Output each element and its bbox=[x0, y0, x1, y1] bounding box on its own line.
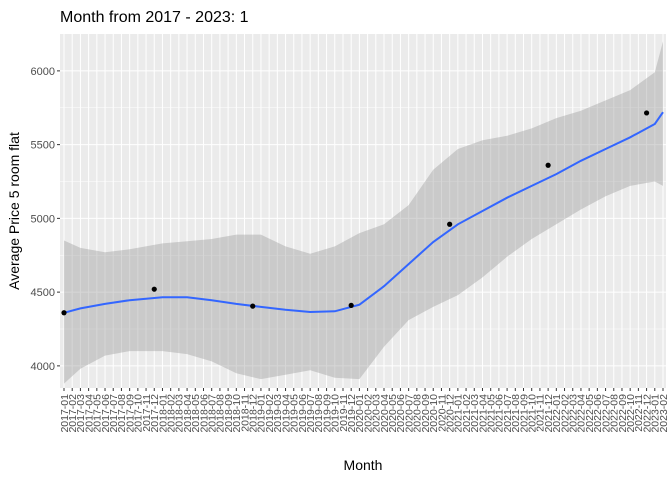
x-tick-label: 2018-06 bbox=[198, 394, 210, 433]
data-point bbox=[447, 221, 453, 227]
x-tick-label: 2021-11 bbox=[535, 394, 547, 432]
x-tick-label: 2017-11 bbox=[141, 394, 153, 432]
x-tick-label: 2020-08 bbox=[412, 394, 424, 433]
x-tick-label: 2018-05 bbox=[190, 394, 202, 433]
x-tick-label: 2022-07 bbox=[600, 394, 612, 433]
x-tick-label: 2022-04 bbox=[576, 394, 588, 433]
y-axis: 4000 4500 5000 5500 6000 bbox=[31, 66, 60, 373]
x-tick-label: 2019-07 bbox=[305, 394, 317, 433]
x-tick-label: 2020-06 bbox=[395, 394, 407, 433]
x-tick-label: 2019-04 bbox=[280, 394, 292, 433]
x-tick-label: 2022-05 bbox=[584, 394, 596, 433]
x-tick-label: 2018-07 bbox=[207, 394, 219, 433]
x-tick-label: 2018-02 bbox=[166, 394, 178, 433]
x-tick-label: 2021-08 bbox=[510, 394, 522, 433]
x-tick-label: 2020-12 bbox=[445, 394, 457, 433]
x-tick-label: 2020-03 bbox=[371, 394, 383, 433]
x-tick-label: 2017-03 bbox=[75, 394, 87, 433]
x-tick-label: 2019-06 bbox=[297, 394, 309, 433]
x-tick-label: 2022-06 bbox=[592, 394, 604, 433]
x-tick-label: 2017-10 bbox=[133, 394, 145, 433]
x-tick-label: 2019-03 bbox=[272, 394, 284, 433]
data-point bbox=[348, 302, 354, 308]
x-tick-label: 2019-11 bbox=[338, 394, 350, 432]
x-axis-label: Month bbox=[344, 457, 383, 473]
smooth-trend-line bbox=[63, 111, 664, 314]
y-axis-label: Average Price 5 room flat bbox=[6, 132, 22, 290]
data-point bbox=[643, 110, 650, 116]
chart-title: Month from 2017 - 2023: 1 bbox=[60, 9, 249, 26]
x-tick-label: 2020-09 bbox=[420, 394, 432, 433]
y-tick-label: 4500 bbox=[31, 287, 55, 299]
x-tick-label: 2021-02 bbox=[461, 394, 473, 433]
x-tick-label: 2018-10 bbox=[231, 394, 243, 433]
x-tick-label: 2022-08 bbox=[609, 394, 621, 433]
x-tick-label: 2017-01 bbox=[59, 394, 71, 433]
y-tick-label: 4000 bbox=[31, 361, 55, 373]
grid-major bbox=[60, 34, 666, 388]
data-points bbox=[61, 110, 650, 316]
x-axis: 2017-012017-022017-032017-042017-052017-… bbox=[59, 388, 670, 433]
x-tick-label: 2018-11 bbox=[239, 394, 251, 432]
x-tick-label: 2021-06 bbox=[494, 394, 506, 433]
y-tick-label: 5000 bbox=[31, 213, 55, 225]
x-tick-label: 2017-09 bbox=[124, 394, 136, 433]
x-tick-label: 2020-10 bbox=[428, 394, 440, 433]
x-tick-label: 2017-12 bbox=[149, 394, 161, 433]
x-tick-label: 2019-12 bbox=[346, 394, 358, 433]
x-tick-label: 2017-07 bbox=[108, 394, 120, 433]
x-tick-label: 2017-08 bbox=[116, 394, 128, 433]
data-point bbox=[61, 310, 67, 316]
data-point bbox=[250, 303, 256, 309]
confidence-ribbon bbox=[64, 41, 663, 384]
x-tick-label: 2022-10 bbox=[625, 394, 637, 433]
x-tick-label: 2022-03 bbox=[568, 394, 580, 433]
x-tick-label: 2022-02 bbox=[559, 394, 571, 433]
x-tick-label: 2022-01 bbox=[551, 394, 563, 433]
x-tick-label: 2017-05 bbox=[92, 394, 104, 433]
x-tick-label: 2020-11 bbox=[436, 394, 448, 432]
x-tick-label: 2018-04 bbox=[182, 394, 194, 433]
x-tick-label: 2018-08 bbox=[215, 394, 227, 433]
y-tick-label: 5500 bbox=[31, 140, 55, 152]
x-tick-label: 2021-10 bbox=[527, 394, 539, 433]
x-tick-label: 2017-02 bbox=[67, 394, 79, 433]
y-tick-label: 6000 bbox=[31, 66, 55, 78]
x-tick-label: 2019-10 bbox=[330, 394, 342, 433]
x-tick-label: 2019-09 bbox=[321, 394, 333, 433]
x-tick-label: 2023-01 bbox=[650, 394, 662, 433]
x-tick-label: 2019-05 bbox=[289, 394, 301, 433]
x-tick-label: 2020-01 bbox=[354, 394, 366, 433]
x-tick-label: 2018-12 bbox=[248, 394, 260, 433]
x-tick-label: 2018-09 bbox=[223, 394, 235, 433]
x-tick-label: 2022-11 bbox=[633, 394, 645, 432]
x-tick-label: 2019-08 bbox=[313, 394, 325, 433]
x-tick-label: 2020-04 bbox=[379, 394, 391, 433]
x-tick-label: 2021-09 bbox=[518, 394, 530, 433]
x-tick-label: 2022-09 bbox=[617, 394, 629, 433]
x-tick-label: 2018-03 bbox=[174, 394, 186, 433]
x-tick-label: 2017-06 bbox=[100, 394, 112, 433]
data-point bbox=[151, 286, 157, 292]
x-tick-label: 2020-02 bbox=[362, 394, 374, 433]
x-tick-label: 2018-01 bbox=[157, 394, 169, 433]
x-tick-label: 2021-05 bbox=[486, 394, 498, 433]
x-tick-label: 2021-03 bbox=[469, 394, 481, 433]
x-tick-label: 2020-07 bbox=[403, 394, 415, 433]
x-tick-label: 2019-01 bbox=[256, 394, 268, 433]
x-tick-label: 2022-12 bbox=[641, 394, 653, 433]
x-tick-label: 2021-07 bbox=[502, 394, 514, 433]
data-point bbox=[545, 162, 551, 168]
x-tick-label: 2017-04 bbox=[83, 394, 95, 433]
x-tick-label: 2023-02 bbox=[658, 394, 670, 433]
x-tick-label: 2019-02 bbox=[264, 394, 276, 433]
x-tick-label: 2021-12 bbox=[543, 394, 555, 433]
x-tick-label: 2020-05 bbox=[387, 394, 399, 433]
x-tick-label: 2021-04 bbox=[477, 394, 489, 433]
x-tick-label: 2021-01 bbox=[453, 394, 465, 433]
